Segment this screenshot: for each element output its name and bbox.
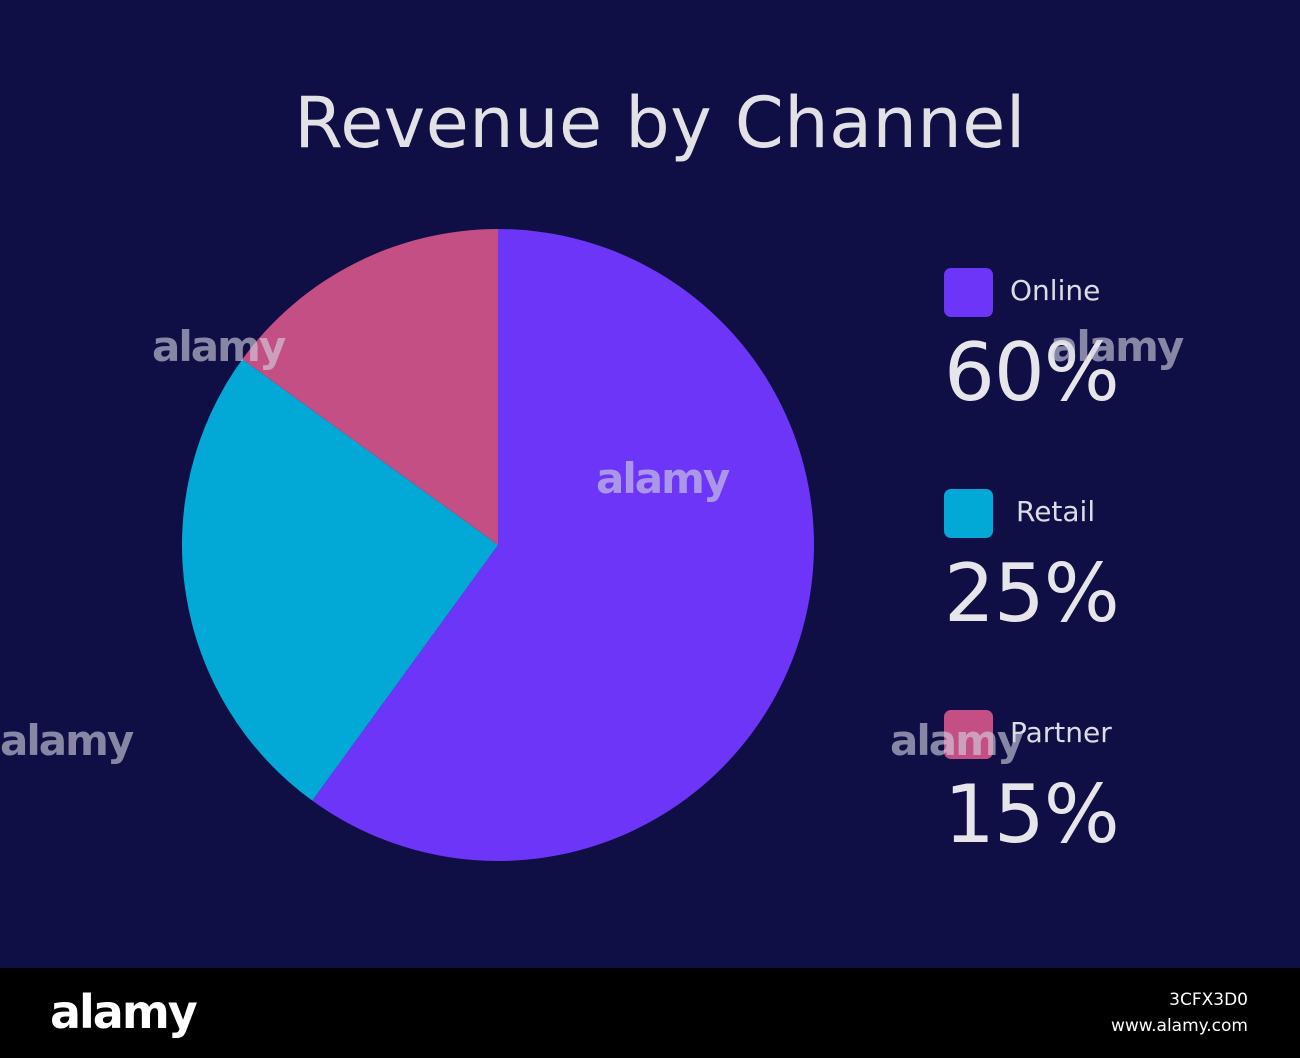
legend-value-online: 60% [944, 326, 1120, 419]
legend-value-retail: 25% [944, 547, 1120, 640]
footer-image-id: 3CFX3D0 [1169, 990, 1248, 1010]
pie-slice-online [312, 229, 814, 861]
watermark-logo: alamy [596, 454, 730, 503]
chart-panel: Revenue by Channel Online 60% Retail 25%… [0, 0, 1300, 968]
footer-url: www.alamy.com [1110, 1016, 1248, 1036]
legend-label-retail: Retail [1016, 495, 1096, 528]
watermark-logo: alamy [890, 716, 1024, 765]
watermark-logo: alamy [152, 322, 286, 371]
legend-label-online: Online [1010, 274, 1101, 307]
watermark-logo: alamy [0, 716, 134, 765]
chart-title: Revenue by Channel [294, 82, 1026, 164]
footer-logo: alamy [50, 985, 198, 1039]
legend-swatch-online [944, 268, 993, 317]
pie-slice-retail [181, 359, 498, 801]
legend-label-partner: Partner [1010, 716, 1112, 749]
pie-slice-partner [242, 229, 498, 545]
watermark-logo: alamy [1050, 322, 1184, 371]
legend-value-partner: 15% [944, 768, 1120, 861]
legend-swatch-partner [944, 710, 993, 759]
pie-chart [181, 229, 814, 861]
legend-swatch-retail [944, 489, 993, 538]
